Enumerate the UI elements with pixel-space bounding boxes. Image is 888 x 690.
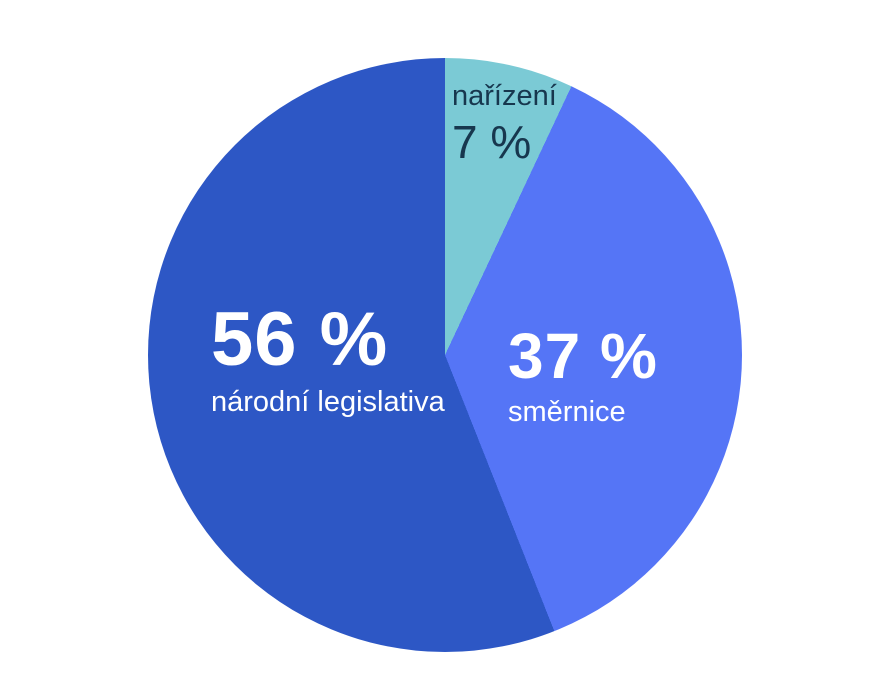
slice-label-narodni-legislativa: 56 % národní legislativa: [211, 302, 445, 417]
slice-value: 56 %: [211, 297, 389, 382]
slice-name: směrnice: [508, 396, 626, 428]
slice-value: 7 %: [452, 116, 532, 168]
slice-value: 37 %: [508, 320, 658, 392]
slice-label-narizeni: nařízení 7 %: [452, 80, 557, 168]
slice-label-smernice: 37 % směrnice: [508, 324, 658, 427]
slice-name: nařízení: [452, 80, 557, 112]
slice-name: národní legislativa: [211, 386, 445, 418]
pie-chart: [148, 58, 742, 652]
